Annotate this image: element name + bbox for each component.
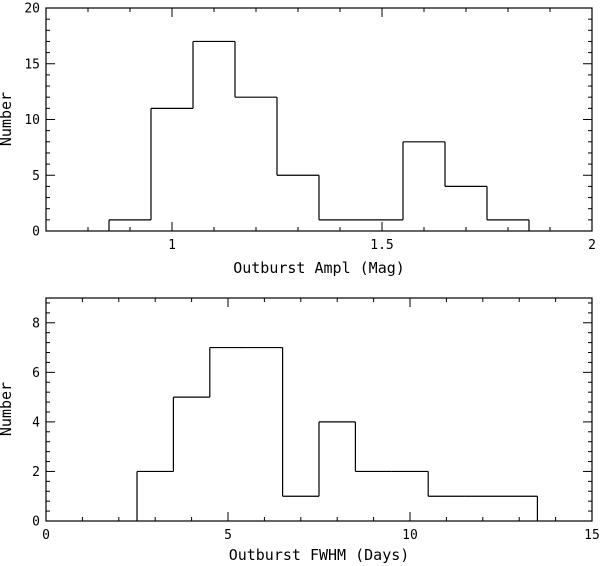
y-tick-label: 8 [32, 316, 40, 331]
x-axis-label: Outburst FWHM (Days) [229, 546, 410, 564]
histogram-marks: 0 2 4 6 8 0 5 10 15 [32, 298, 600, 543]
y-axis-label: Number [0, 92, 15, 146]
x-tick-label: 0 [42, 528, 50, 543]
amplitude-histogram-panel: 0 5 10 15 20 1 1.5 2 Outburst Ampl (Mag) Number [0, 2, 596, 278]
y-tick-label: 5 [32, 169, 40, 184]
x-tick-label: 1.5 [370, 238, 393, 253]
y-tick-label: 10 [24, 113, 40, 128]
y-tick-label: 15 [24, 57, 40, 72]
y-tick-label: 6 [32, 366, 40, 381]
y-tick-label: 0 [32, 225, 40, 240]
y-tick-label: 20 [24, 2, 40, 17]
x-tick-label: 2 [588, 238, 596, 253]
plot-frame [45, 297, 593, 522]
y-tick-label: 4 [32, 415, 40, 430]
x-axis-label: Outburst Ampl (Mag) [233, 259, 405, 277]
histogram-marks: 0 5 10 15 20 1 1.5 2 [24, 2, 596, 254]
x-tick-label: 10 [402, 528, 418, 543]
x-tick-label: 1 [168, 238, 176, 253]
y-tick-label: 2 [32, 465, 40, 480]
y-tick-label: 0 [32, 515, 40, 530]
x-tick-label: 15 [584, 528, 600, 543]
fwhm-histogram-panel: 0 2 4 6 8 0 5 10 15 Outburst FWHM (Days) Number [0, 297, 600, 564]
x-tick-label: 5 [224, 528, 232, 543]
y-axis-label: Number [0, 382, 15, 436]
